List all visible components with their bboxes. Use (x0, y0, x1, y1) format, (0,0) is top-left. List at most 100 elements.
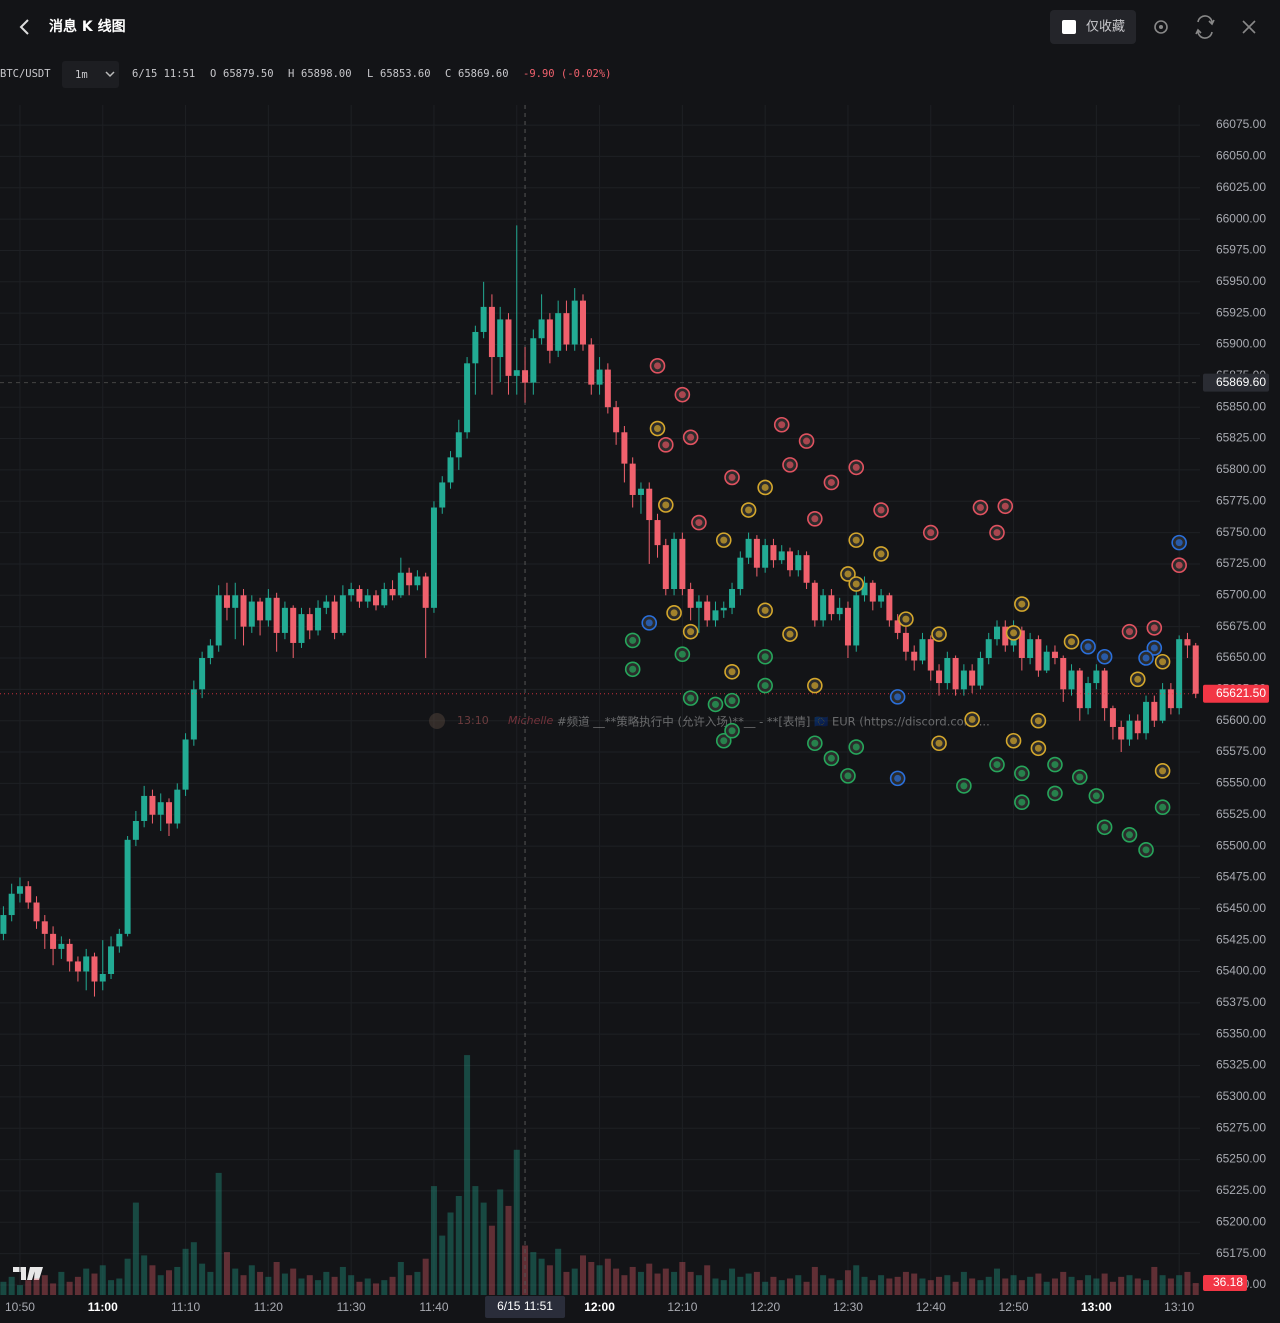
volume-bar (439, 1235, 446, 1295)
marker-icon (662, 501, 670, 509)
marker-icon (902, 615, 910, 623)
candle-body (422, 576, 429, 608)
candle-body (1051, 651, 1058, 658)
message-marker (757, 602, 773, 619)
candle-body (522, 370, 529, 383)
y-tick-label: 66075.00 (1216, 117, 1266, 131)
marker-icon (1010, 629, 1018, 637)
volume-bar (190, 1242, 197, 1295)
message-marker (782, 626, 798, 642)
checkbox[interactable] (1062, 20, 1076, 34)
candle-body (455, 432, 462, 458)
candle-body (546, 319, 553, 351)
candle-body (83, 956, 90, 972)
y-tick-label: 65700.00 (1216, 587, 1266, 601)
volume-bar (753, 1271, 760, 1295)
candle-body (679, 538, 686, 590)
message-marker (1138, 650, 1154, 666)
crosshair-time-badge (485, 1296, 566, 1318)
volume-bar (157, 1275, 164, 1295)
volume-bar (985, 1276, 992, 1295)
y-tick-label: 65750.00 (1216, 525, 1266, 539)
volume-bar (1010, 1275, 1017, 1295)
message-marker (964, 711, 980, 728)
marker-icon (852, 463, 860, 471)
y-tick-label: 65450.00 (1216, 901, 1266, 915)
x-tick-label: 12:50 (999, 1300, 1029, 1314)
settings-button[interactable] (1154, 20, 1168, 34)
y-tick-label: 65425.00 (1216, 932, 1266, 946)
candle-body (66, 943, 73, 962)
volume-bar (315, 1280, 322, 1295)
candle-body (348, 589, 355, 596)
x-tick-label: 13:00 (1081, 1300, 1112, 1314)
volume-bar (422, 1258, 429, 1295)
y-tick-label: 66025.00 (1216, 180, 1266, 194)
y-tick-label: 65200.00 (1216, 1214, 1266, 1228)
candle-body (1159, 689, 1166, 721)
volume-bar (729, 1268, 736, 1295)
message-marker (807, 677, 823, 694)
refresh-button[interactable] (1195, 15, 1215, 39)
favorites-toggle[interactable] (1050, 10, 1136, 44)
candle-body (157, 802, 164, 815)
candle-body (919, 639, 926, 661)
message-marker (1096, 819, 1113, 836)
message-marker (1121, 623, 1138, 640)
volume-bar (530, 1252, 537, 1295)
interval-select[interactable] (62, 61, 119, 88)
message-marker (1154, 799, 1171, 816)
volume-bar (994, 1268, 1000, 1295)
marker-icon (811, 682, 819, 690)
candle-body (356, 589, 363, 602)
marker-icon (1159, 658, 1167, 666)
legend-key: C (445, 68, 451, 80)
marker-icon (761, 653, 769, 661)
marker-icon (1175, 539, 1183, 547)
volume-bar (695, 1275, 702, 1295)
marker-icon (786, 630, 794, 638)
volume-bar (604, 1258, 611, 1295)
marker-icon (844, 570, 852, 578)
candle-body (770, 545, 777, 561)
volume-bar (199, 1263, 206, 1295)
candle-body (182, 739, 189, 790)
back-button[interactable] (19, 19, 29, 35)
marker-icon (687, 628, 695, 636)
legend-date: 6/15 11:51 (132, 68, 195, 80)
volume-bar (613, 1268, 620, 1295)
ohlc-legend: O 65879.50 H 65898.00 L 65853.60 C 65869.60 (210, 68, 509, 80)
volume-bar (563, 1271, 570, 1295)
volume-bar (248, 1265, 255, 1295)
volume-bar (166, 1270, 172, 1295)
message-marker (807, 735, 823, 752)
marker-icon (728, 668, 736, 676)
candle-body (397, 572, 404, 596)
close-button[interactable] (1242, 20, 1256, 34)
volume-bar (1043, 1281, 1050, 1295)
price-badge (1203, 373, 1269, 392)
marker-icon (844, 772, 852, 780)
y-tick-label: 65800.00 (1216, 462, 1266, 476)
message-marker (931, 626, 947, 642)
candle-body (695, 601, 702, 608)
candle-body (604, 369, 611, 408)
volume-bar (414, 1271, 421, 1295)
volume-badge (1203, 1275, 1247, 1292)
x-tick-label: 12:00 (584, 1300, 615, 1314)
volume-bar (803, 1281, 810, 1295)
y-tick-label: 65775.00 (1216, 493, 1266, 507)
volume-bar (1060, 1271, 1067, 1295)
candle-body (58, 943, 65, 949)
candle-body (1143, 701, 1150, 734)
candle-body (820, 595, 827, 621)
volume-bar (687, 1271, 694, 1295)
candle-body (472, 331, 479, 364)
interval: 1m (75, 69, 88, 81)
volume-bar (25, 1280, 32, 1295)
marker-icon (1150, 624, 1158, 632)
volume-bar (124, 1258, 131, 1295)
candle-body (902, 632, 909, 652)
marker-icon (1159, 767, 1167, 775)
y-tick-label: 65950.00 (1216, 274, 1266, 288)
